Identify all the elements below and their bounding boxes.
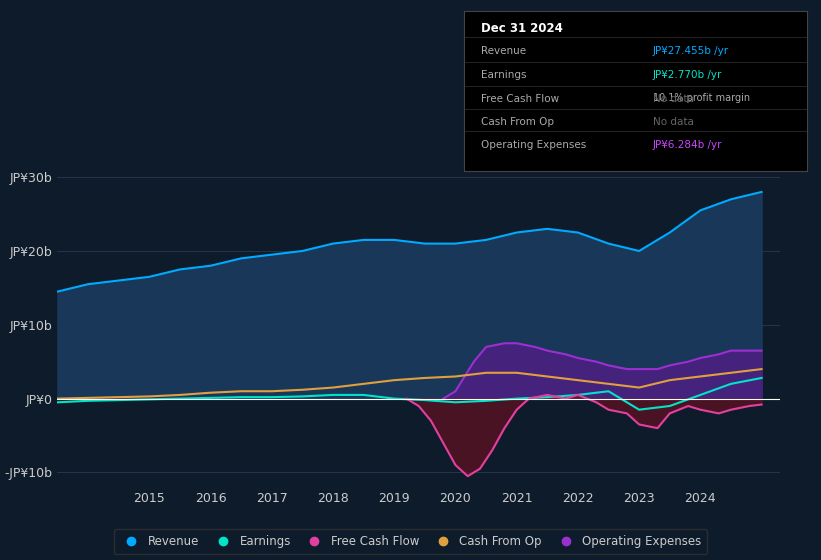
Text: JP¥2.770b /yr: JP¥2.770b /yr	[653, 70, 722, 80]
Text: 10.1% profit margin: 10.1% profit margin	[653, 92, 750, 102]
Text: Cash From Op: Cash From Op	[481, 116, 554, 127]
Legend: Revenue, Earnings, Free Cash Flow, Cash From Op, Operating Expenses: Revenue, Earnings, Free Cash Flow, Cash …	[114, 529, 707, 554]
Text: Free Cash Flow: Free Cash Flow	[481, 94, 559, 104]
Text: Revenue: Revenue	[481, 46, 526, 57]
Text: Dec 31 2024: Dec 31 2024	[481, 22, 563, 35]
Text: JP¥27.455b /yr: JP¥27.455b /yr	[653, 46, 729, 57]
Text: No data: No data	[653, 116, 694, 127]
Text: JP¥6.284b /yr: JP¥6.284b /yr	[653, 141, 722, 151]
Text: Earnings: Earnings	[481, 70, 526, 80]
Text: Operating Expenses: Operating Expenses	[481, 141, 586, 151]
Text: No data: No data	[653, 94, 694, 104]
